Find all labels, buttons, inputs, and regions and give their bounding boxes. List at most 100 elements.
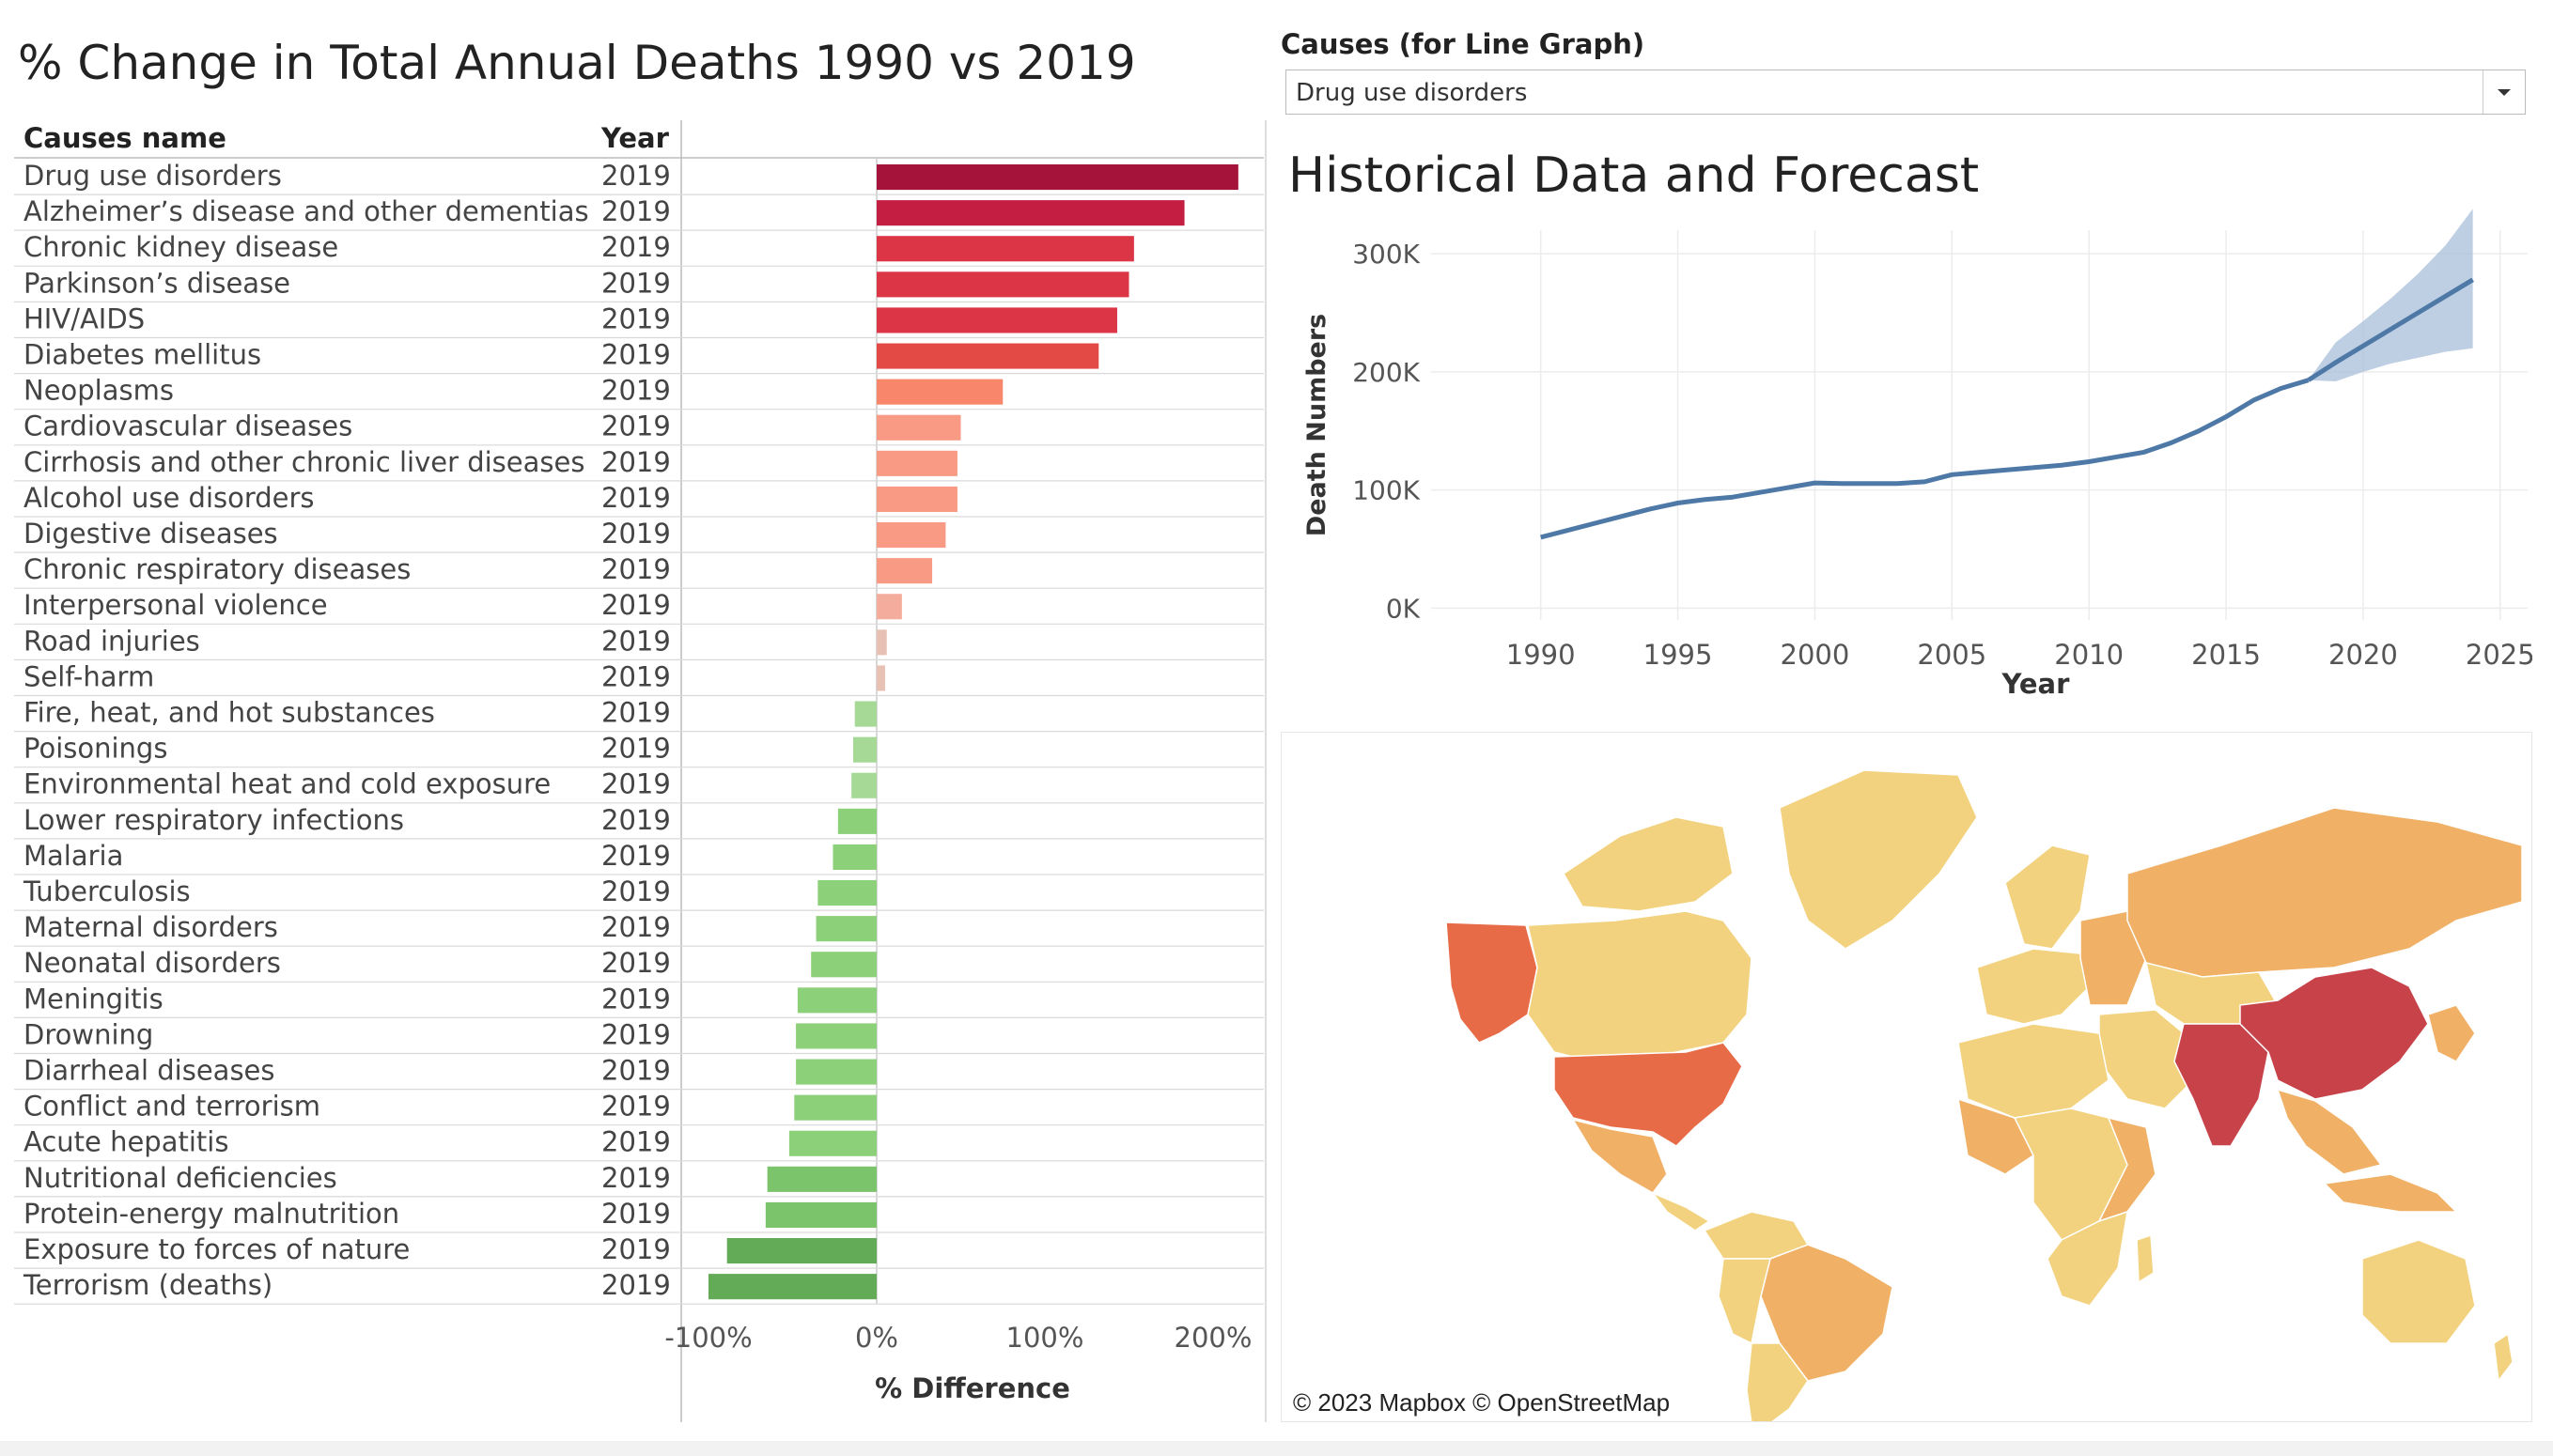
cause-label: Diarrheal diseases <box>23 1055 275 1087</box>
cause-label: Protein-energy malnutrition <box>23 1198 399 1230</box>
cause-label: Environmental heat and cold exposure <box>23 768 551 800</box>
bar[interactable] <box>877 486 957 512</box>
bar[interactable] <box>765 1201 877 1228</box>
bar[interactable] <box>854 701 877 727</box>
cause-label: Parkinson’s disease <box>23 267 290 299</box>
x-tick-label: 0% <box>855 1322 898 1354</box>
map-region-australia <box>2361 1239 2476 1344</box>
bar[interactable] <box>877 629 887 656</box>
cause-label: Conflict and terrorism <box>23 1091 320 1123</box>
world-map-canvas <box>1445 769 2523 1421</box>
bar[interactable] <box>877 307 1117 333</box>
x-tick-label: 1995 <box>1643 639 1713 671</box>
bar[interactable] <box>877 343 1099 369</box>
y-tick-label: 100K <box>1352 475 1420 506</box>
bar[interactable] <box>797 987 877 1014</box>
bar-chart: Drug use disorders 2019 Alzheimer’s diseas… <box>14 120 1264 1422</box>
x-tick-label: -100% <box>664 1322 752 1354</box>
bar[interactable] <box>877 414 961 441</box>
bar[interactable] <box>788 1130 877 1156</box>
map-region-new-zealand <box>2493 1332 2514 1383</box>
year-label: 2019 <box>601 1198 671 1230</box>
bar[interactable] <box>851 772 877 798</box>
cause-label: Neonatal disorders <box>23 947 281 979</box>
cause-label: Acute hepatitis <box>23 1126 228 1158</box>
map-region-argentina-chile <box>1746 1342 1809 1421</box>
map-region-north-africa <box>1957 1023 2109 1119</box>
year-label: 2019 <box>601 339 671 371</box>
bar[interactable] <box>726 1238 877 1264</box>
dropdown-arrow-button[interactable] <box>2483 70 2525 114</box>
year-label: 2019 <box>601 589 671 621</box>
year-label: 2019 <box>601 983 671 1015</box>
bar[interactable] <box>796 1059 877 1085</box>
bar[interactable] <box>708 1274 877 1300</box>
year-label: 2019 <box>601 1055 671 1087</box>
year-label: 2019 <box>601 267 671 299</box>
year-label: 2019 <box>601 947 671 979</box>
cause-label: Maternal disorders <box>23 911 278 943</box>
bar[interactable] <box>816 916 877 942</box>
x-tick-label: 200% <box>1175 1322 1253 1354</box>
bar[interactable] <box>811 952 877 978</box>
bar[interactable] <box>877 200 1185 226</box>
map-region-central-america <box>1650 1191 1711 1231</box>
year-label: 2019 <box>601 195 671 227</box>
x-tick-label: 2025 <box>2466 639 2532 671</box>
bar[interactable] <box>877 665 885 691</box>
cause-label: Drug use disorders <box>23 160 282 192</box>
x-tick-label: 2005 <box>1917 639 1986 671</box>
cause-label: Chronic respiratory diseases <box>23 553 411 585</box>
bar[interactable] <box>837 808 877 834</box>
map-attribution[interactable]: © 2023 Mapbox © OpenStreetMap <box>1289 1388 1674 1417</box>
cause-label: Chronic kidney disease <box>23 231 338 263</box>
cause-label: Fire, heat, and hot substances <box>23 697 435 729</box>
year-label: 2019 <box>601 804 671 836</box>
bar[interactable] <box>877 379 1004 405</box>
y-tick-label: 0K <box>1386 593 1421 624</box>
bar[interactable] <box>877 450 957 476</box>
cause-label: Diabetes mellitus <box>23 339 261 371</box>
x-tick-label: 1990 <box>1506 639 1576 671</box>
header-causes-name: Causes name <box>23 122 226 154</box>
year-label: 2019 <box>601 231 671 263</box>
line-chart: 0K 100K 200K 300K 1990 1995 2000 2005 2010 2015 20… <box>1302 209 2532 700</box>
map-region-russia <box>2126 807 2523 978</box>
header-year: Year <box>601 122 669 154</box>
cause-label: Drowning <box>23 1018 153 1050</box>
bar[interactable] <box>833 844 877 870</box>
cause-label: Cardiovascular diseases <box>23 410 352 442</box>
bar[interactable] <box>877 558 933 584</box>
bar[interactable] <box>877 236 1134 262</box>
world-map[interactable]: © 2023 Mapbox © OpenStreetMap <box>1281 732 2532 1422</box>
map-region-usa <box>1553 1042 1743 1147</box>
year-label: 2019 <box>601 518 671 550</box>
y-tick-label: 200K <box>1352 357 1420 388</box>
map-region-canada <box>1527 910 1752 1062</box>
bar[interactable] <box>877 271 1129 298</box>
cause-label: Exposure to forces of nature <box>23 1233 410 1265</box>
bar[interactable] <box>852 736 877 763</box>
x-tick-label: 2015 <box>2191 639 2261 671</box>
bar[interactable] <box>794 1094 877 1121</box>
chevron-down-icon <box>2498 89 2511 96</box>
bar[interactable] <box>877 522 946 549</box>
year-label: 2019 <box>601 911 671 943</box>
bar[interactable] <box>877 164 1238 191</box>
cause-label: Road injuries <box>23 625 200 657</box>
bar[interactable] <box>767 1166 877 1192</box>
causes-dropdown[interactable]: Drug use disorders <box>1285 70 2526 115</box>
bar[interactable] <box>877 594 902 620</box>
bar[interactable] <box>796 1023 877 1049</box>
cause-label: Malaria <box>23 840 123 872</box>
bar[interactable] <box>817 880 877 906</box>
map-region-canada-arctic <box>1563 816 1734 912</box>
historical-series-line[interactable] <box>1540 378 2310 540</box>
year-label: 2019 <box>601 1018 671 1050</box>
year-label: 2019 <box>601 660 671 692</box>
x-tick-label: 2020 <box>2328 639 2398 671</box>
map-region-india <box>2173 1023 2269 1147</box>
x-tick-label: 100% <box>1006 1322 1084 1354</box>
cause-label: Tuberculosis <box>23 875 191 907</box>
forecast-series-line[interactable] <box>2307 277 2474 382</box>
